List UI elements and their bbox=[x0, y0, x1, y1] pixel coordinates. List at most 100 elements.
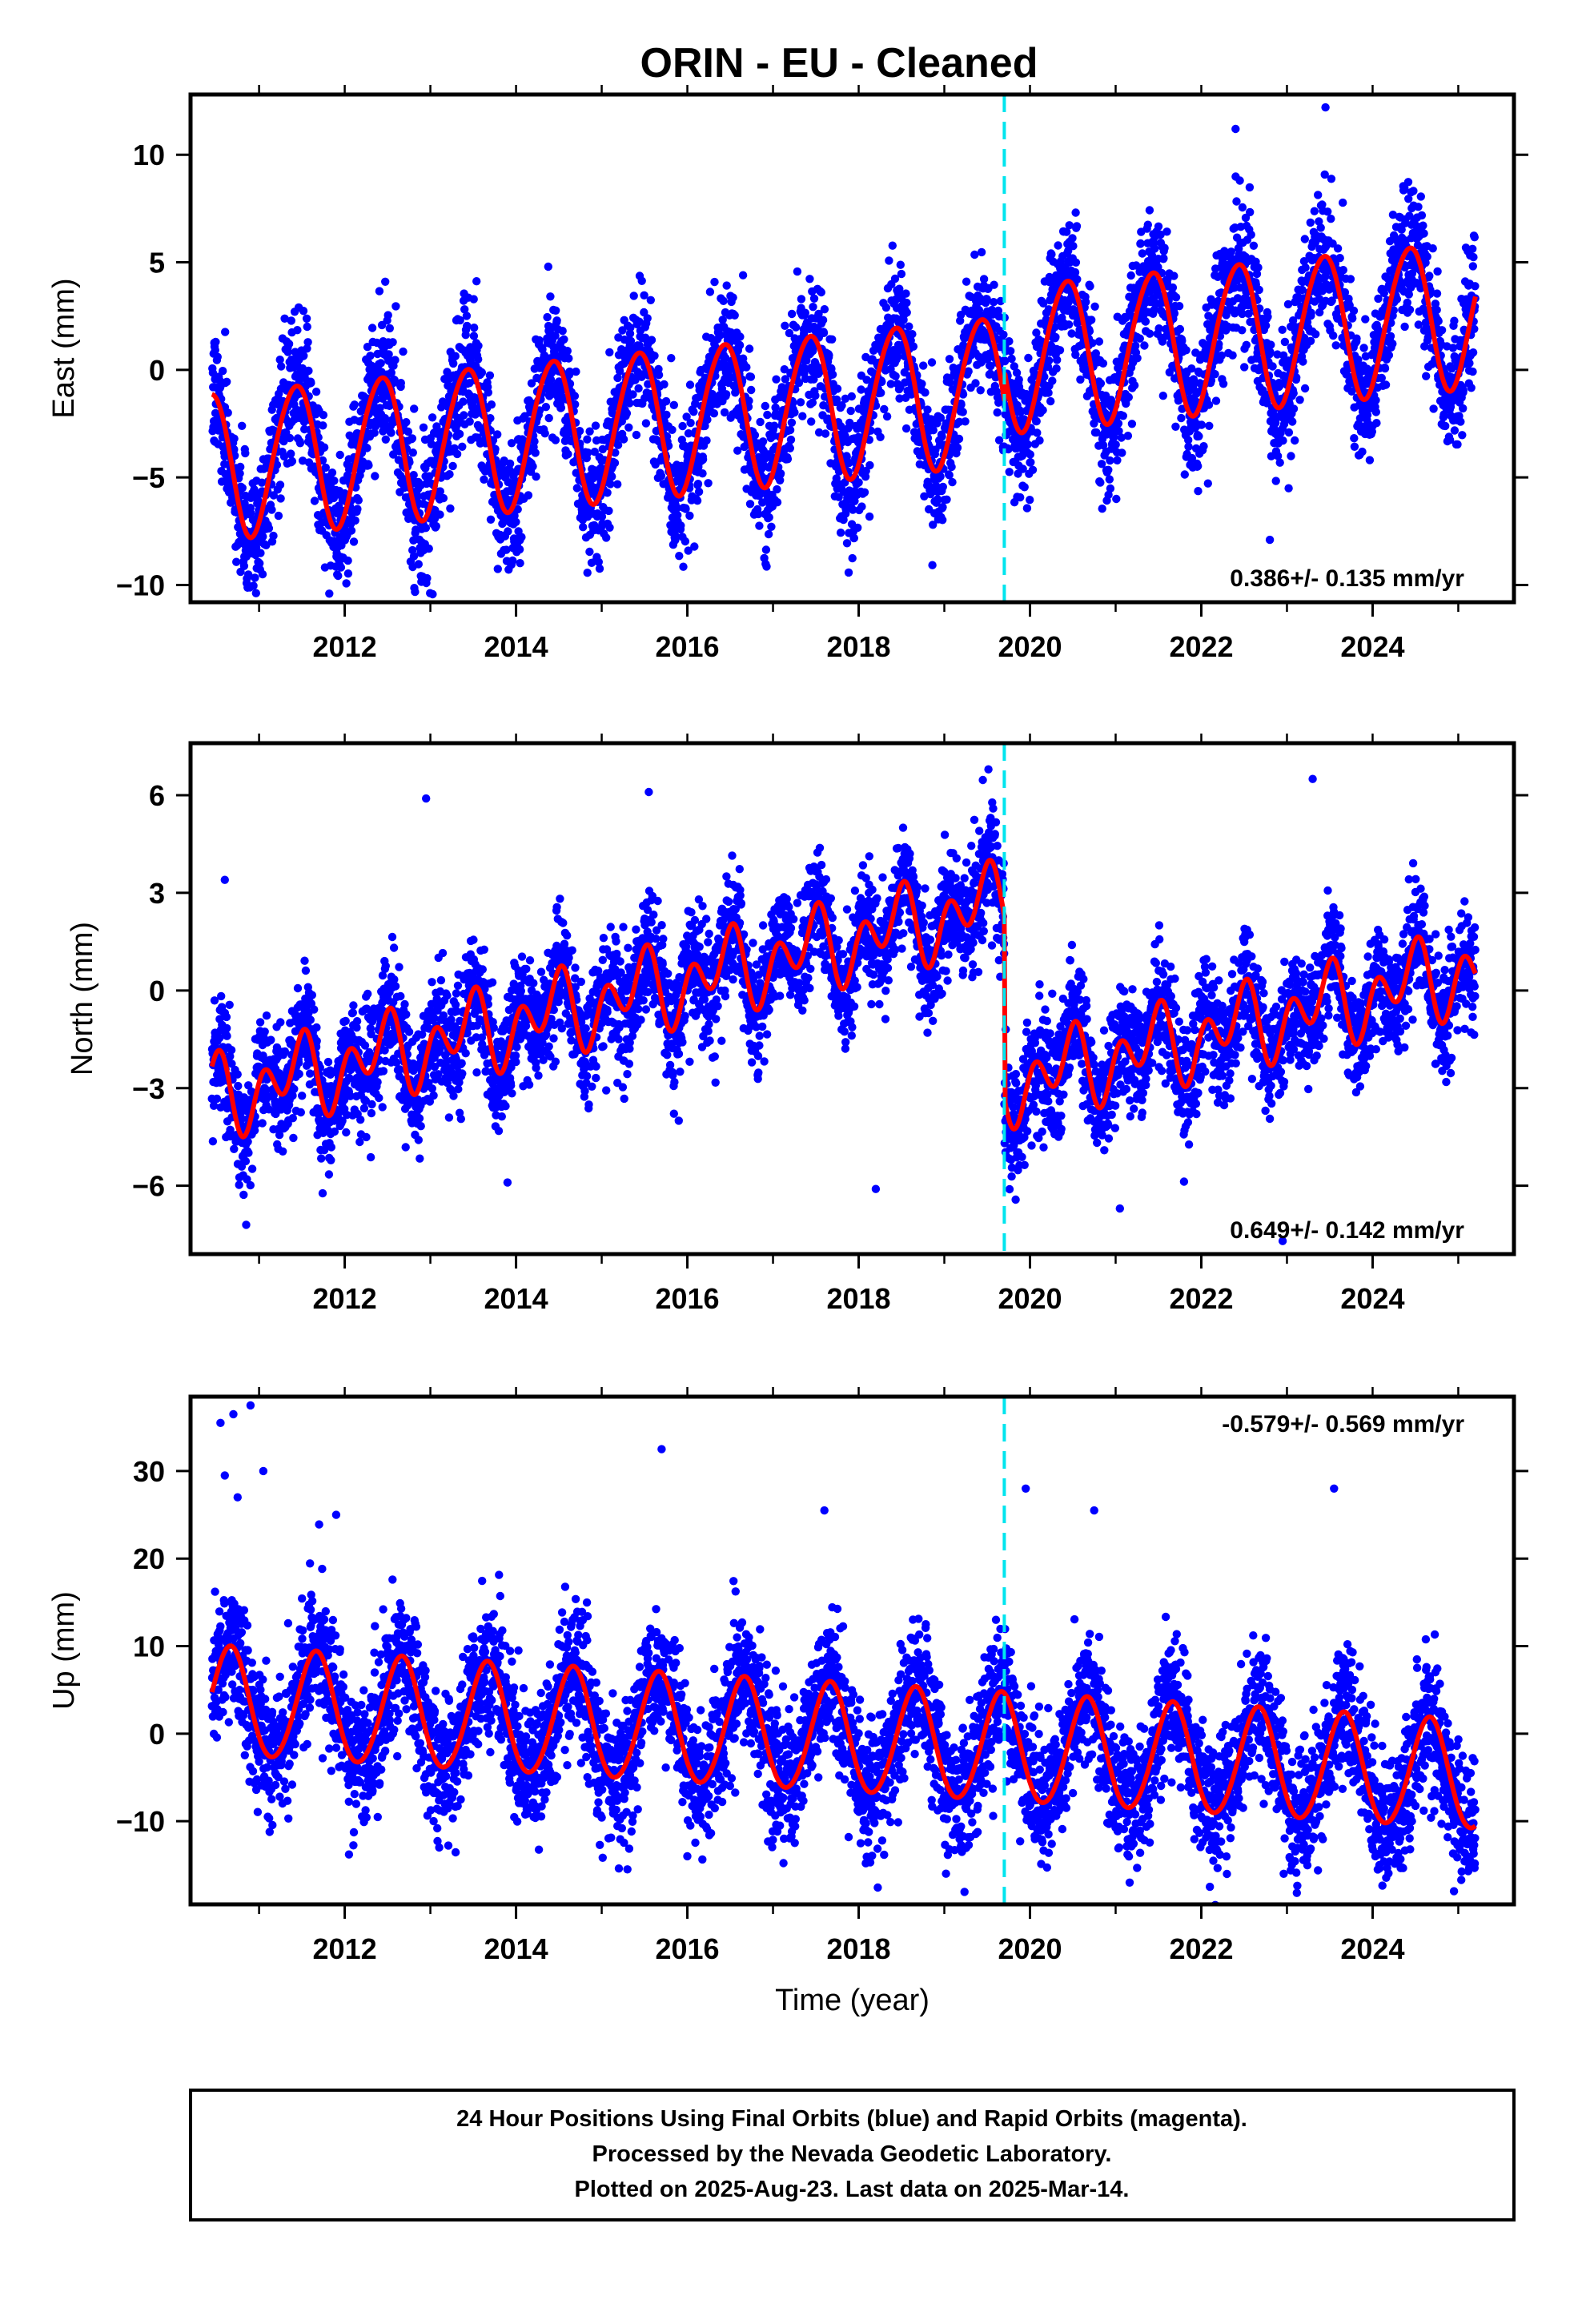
east-data-point bbox=[1335, 254, 1344, 263]
east-data-point bbox=[293, 326, 302, 335]
east-data-point bbox=[1098, 505, 1106, 513]
east-data-point bbox=[669, 400, 678, 409]
east-data-point bbox=[787, 418, 797, 427]
east-data-point bbox=[1316, 223, 1325, 232]
east-data-point bbox=[942, 495, 951, 504]
east-data-point bbox=[1263, 312, 1272, 321]
east-data-point bbox=[1170, 271, 1178, 280]
east-data-point bbox=[1404, 290, 1414, 299]
east-data-point bbox=[882, 412, 892, 421]
east-data-point bbox=[1062, 227, 1071, 236]
east-data-point bbox=[551, 332, 560, 340]
east-data-point bbox=[928, 561, 937, 569]
east-data-point bbox=[364, 460, 373, 470]
east-data-point bbox=[1105, 475, 1114, 484]
east-data-point bbox=[373, 349, 382, 359]
east-data-point bbox=[979, 275, 989, 283]
east-data-point bbox=[685, 511, 694, 521]
east-data-point bbox=[1380, 364, 1390, 373]
east-data-point bbox=[432, 422, 441, 431]
east-data-point bbox=[357, 465, 366, 474]
east-data-point bbox=[957, 400, 966, 409]
east-data-point bbox=[1020, 483, 1029, 492]
east-data-point bbox=[814, 428, 824, 437]
east-data-point bbox=[267, 505, 276, 514]
east-data-point bbox=[927, 358, 937, 367]
east-data-point bbox=[1154, 324, 1163, 333]
east-data-point bbox=[1327, 296, 1336, 305]
east-data-point bbox=[689, 408, 698, 416]
east-data-point bbox=[430, 460, 439, 469]
east-data-point bbox=[1219, 380, 1228, 388]
east-data-point bbox=[1158, 337, 1167, 346]
east-data-point bbox=[223, 377, 231, 386]
east-data-point bbox=[710, 277, 719, 287]
east-data-point bbox=[451, 352, 460, 360]
east-data-point bbox=[1238, 326, 1247, 335]
east-data-point bbox=[299, 307, 308, 316]
east-data-point bbox=[1249, 241, 1259, 250]
east-data-point bbox=[541, 403, 551, 412]
east-data-point bbox=[505, 459, 515, 468]
east-data-point bbox=[1140, 341, 1149, 350]
east-data-point bbox=[1197, 420, 1207, 429]
east-data-point bbox=[532, 472, 540, 481]
east-data-point bbox=[570, 392, 580, 400]
east-data-point bbox=[809, 375, 818, 384]
east-data-point bbox=[246, 509, 255, 517]
east-data-point bbox=[1348, 314, 1357, 323]
east-data-point bbox=[709, 409, 719, 418]
east-data-point bbox=[269, 531, 278, 541]
east-data-point bbox=[264, 524, 274, 533]
east-data-point bbox=[1268, 362, 1277, 371]
east-data-point bbox=[764, 529, 773, 539]
east-data-point bbox=[626, 336, 636, 345]
east-data-point bbox=[787, 309, 797, 319]
east-data-point bbox=[343, 569, 353, 578]
east-data-point bbox=[1291, 436, 1299, 445]
east-data-point bbox=[391, 302, 400, 311]
east-data-point bbox=[385, 324, 394, 333]
east-data-point bbox=[1292, 373, 1301, 382]
east-data-point bbox=[347, 526, 356, 535]
east-data-point bbox=[1045, 356, 1054, 365]
east-data-point bbox=[445, 470, 454, 479]
east-data-point bbox=[1405, 305, 1415, 314]
east-data-point bbox=[1344, 294, 1353, 304]
east-data-point bbox=[262, 541, 271, 549]
east-data-point bbox=[1386, 332, 1395, 340]
east-data-point bbox=[1315, 308, 1324, 317]
east-data-point bbox=[832, 395, 841, 404]
east-data-point bbox=[302, 314, 311, 323]
east-data-point bbox=[1170, 309, 1179, 318]
east-data-point bbox=[280, 314, 289, 323]
east-data-point bbox=[1136, 239, 1145, 248]
east-data-point bbox=[905, 322, 913, 331]
east-data-point bbox=[493, 565, 502, 573]
east-data-point bbox=[375, 404, 384, 412]
east-data-point bbox=[1416, 192, 1426, 201]
east-data-point bbox=[1384, 351, 1394, 360]
east-data-point bbox=[504, 527, 512, 536]
east-data-point bbox=[487, 400, 496, 409]
east-data-point bbox=[1035, 436, 1044, 445]
east-data-point bbox=[854, 478, 863, 487]
east-data-point bbox=[962, 277, 971, 286]
east-data-point bbox=[1073, 275, 1082, 283]
east-data-point bbox=[1072, 222, 1082, 231]
east-data-point bbox=[608, 472, 616, 481]
east-data-point bbox=[1352, 334, 1361, 343]
east-data-point bbox=[929, 426, 938, 435]
east-data-point bbox=[1000, 356, 1010, 366]
east-data-point bbox=[524, 491, 533, 500]
east-data-point bbox=[675, 552, 684, 561]
east-data-point bbox=[780, 365, 789, 374]
east-data-point bbox=[1400, 322, 1409, 332]
east-data-point bbox=[330, 476, 339, 485]
east-data-point bbox=[472, 277, 481, 286]
east-data-point bbox=[828, 370, 837, 379]
east-data-point bbox=[428, 589, 437, 599]
east-data-point bbox=[391, 356, 400, 364]
east-data-point bbox=[327, 468, 337, 477]
